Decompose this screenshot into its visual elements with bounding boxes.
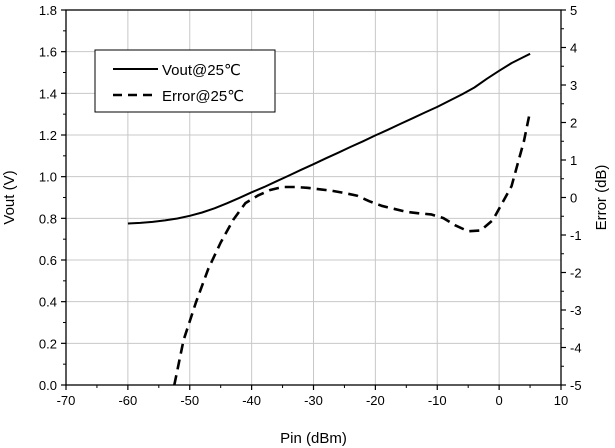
y-tick-label: 1.2 [39,128,57,143]
y-tick-label: 0.4 [39,295,57,310]
y-tick-label: 1.4 [39,86,57,101]
y2-tick-label: 2 [570,116,577,131]
series-line-error [173,111,532,386]
x-tick-label: -20 [366,393,385,408]
y-tick-label: 0.6 [39,253,57,268]
series-lines [127,52,532,386]
y2-tick-label: -3 [570,303,582,318]
legend: Vout@25℃ Error@25℃ [94,49,276,113]
x-tick-label: 0 [496,393,503,408]
y2-tick-label: 3 [570,78,577,93]
y2-tick-label: 4 [570,41,577,56]
x-tick-label: -60 [118,393,137,408]
y2-tick-label: -4 [570,341,582,356]
y-tick-label: 0.2 [39,336,57,351]
y2-axis-title: Error (dB) [593,165,610,231]
y2-tick-label: 0 [570,191,577,206]
x-tick-label: -30 [304,393,323,408]
axis-ticks [61,9,566,390]
y2-tick-label: 1 [570,153,577,168]
x-tick-label: -50 [180,393,199,408]
y-tick-label: 1.6 [39,45,57,60]
tick-labels: -70 -60 -50 -40 -30 -20 -10 0 100.00.20.40.60.81… [39,3,582,408]
legend-label-error: Error@25℃ [162,88,244,105]
y2-tick-label: 5 [570,3,577,18]
y-axis-title: Vout (V) [1,170,18,224]
y2-tick-label: -1 [570,228,582,243]
y-tick-label: 1.8 [39,3,57,18]
y-tick-label: 1.0 [39,170,57,185]
y-tick-label: 0.0 [39,378,57,393]
x-tick-label: -70 [57,393,76,408]
legend-label-vout: Vout@25℃ [162,62,241,79]
grid-lines [66,10,561,385]
x-axis-title: Pin (dBm) [280,430,347,447]
legend-box [94,49,276,113]
x-tick-label: -40 [242,393,261,408]
y2-tick-label: -2 [570,266,582,281]
y2-tick-label: -5 [570,378,582,393]
y-tick-label: 0.8 [39,211,57,226]
x-tick-label: -10 [428,393,447,408]
series-line-vout [127,52,531,225]
x-tick-label: 10 [554,393,568,408]
